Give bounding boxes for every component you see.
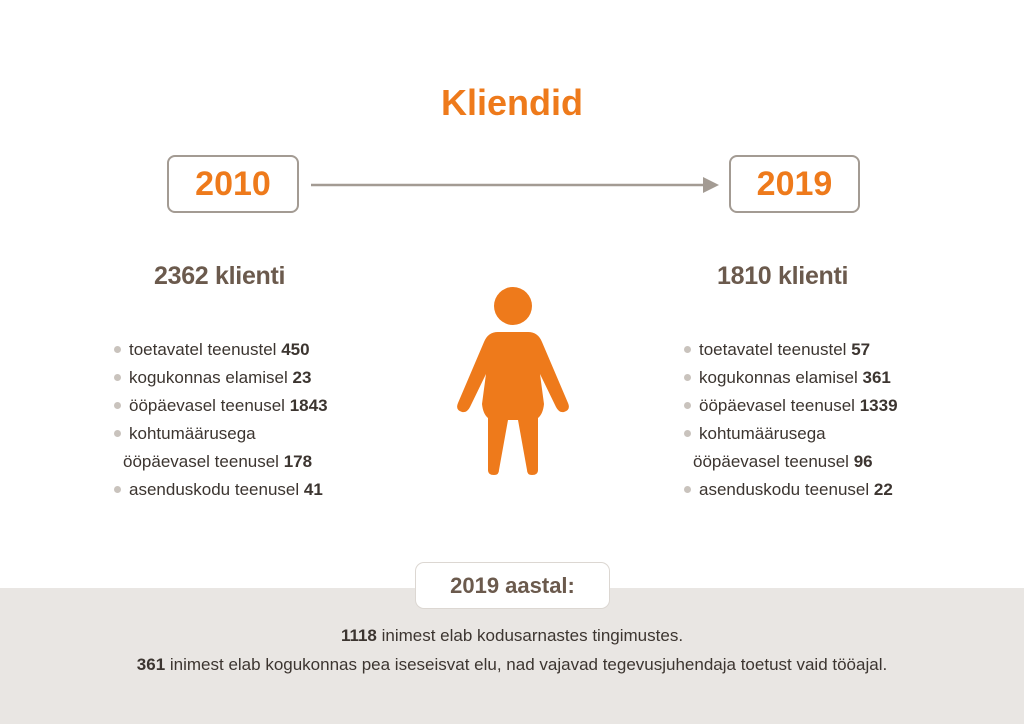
list-item: asenduskodu teenusel 41 xyxy=(113,476,328,504)
summary-tag: 2019 aastal: xyxy=(416,563,609,608)
list-item: ööpäevasel teenusel 1843 xyxy=(113,392,328,420)
year-start-box: 2010 xyxy=(167,155,299,213)
bullet-icon xyxy=(684,346,691,353)
year-end-box: 2019 xyxy=(729,155,860,213)
list-item-continuation: ööpäevasel teenusel 178 xyxy=(123,452,313,471)
bullet-icon xyxy=(684,374,691,381)
list-item: toetavatel teenustel 57 xyxy=(683,336,898,364)
bullet-icon xyxy=(114,374,121,381)
bullet-icon xyxy=(114,486,121,493)
year-start-label: 2010 xyxy=(195,164,271,203)
bullet-icon xyxy=(684,486,691,493)
bullet-icon xyxy=(114,346,121,353)
summary-line-1: 1118 inimest elab kodusarnastes tingimus… xyxy=(340,626,684,645)
list-item: kogukonnas elamisel 23 xyxy=(113,364,328,392)
list-item: ööpäevasel teenusel 1339 xyxy=(683,392,898,420)
services-list-2019: toetavatel teenustel 57 kogukonnas elami… xyxy=(683,336,898,504)
year-end-label: 2019 xyxy=(756,164,833,203)
page-title: Kliendid xyxy=(441,82,583,123)
total-clients-2010: 2362 klienti xyxy=(154,262,286,290)
list-item: kogukonnas elamisel 361 xyxy=(683,364,898,392)
services-list-2010: toetavatel teenustel 450 kogukonnas elam… xyxy=(113,336,328,504)
list-item: asenduskodu teenusel 22 xyxy=(683,476,898,504)
bullet-icon xyxy=(684,402,691,409)
summary-band xyxy=(0,588,1024,724)
summary-line-2: 361 inimest elab kogukonnas pea iseseisv… xyxy=(136,655,888,674)
list-item: kohtumäärusega xyxy=(113,420,328,448)
total-clients-2019: 1810 klienti xyxy=(717,262,849,290)
list-item: kohtumäärusega xyxy=(683,420,898,448)
bullet-icon xyxy=(684,430,691,437)
arrow-right-icon xyxy=(311,177,719,193)
list-item-continuation: ööpäevasel teenusel 96 xyxy=(693,452,873,471)
person-icon xyxy=(457,287,569,475)
bullet-icon xyxy=(114,402,121,409)
list-item: toetavatel teenustel 450 xyxy=(113,336,328,364)
bullet-icon xyxy=(114,430,121,437)
